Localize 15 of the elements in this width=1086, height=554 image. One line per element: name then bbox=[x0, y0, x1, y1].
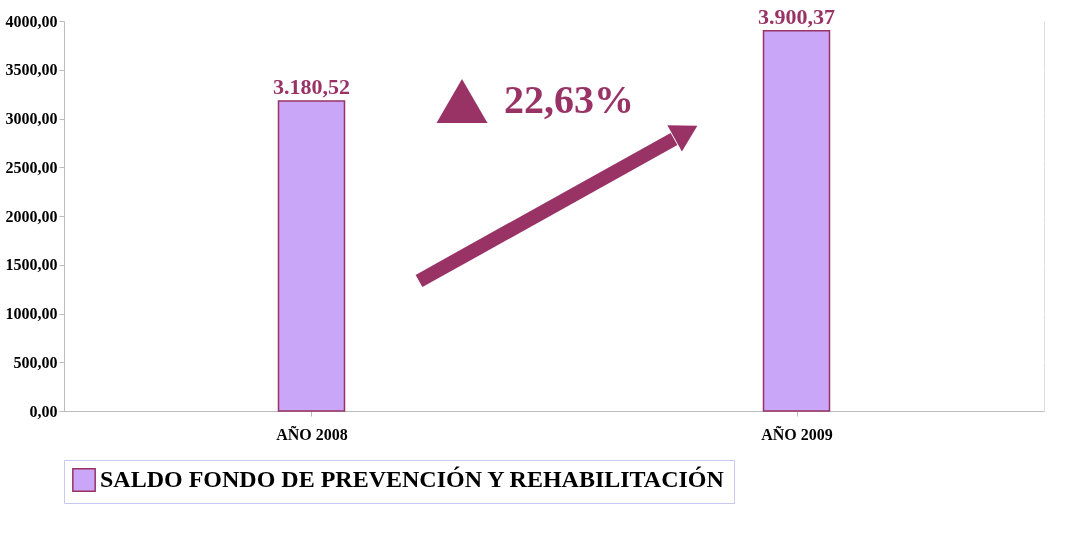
y-tick-label: 2500,00 bbox=[5, 158, 58, 176]
y-tick-label: 1500,00 bbox=[5, 256, 58, 274]
annotation: 22,63% bbox=[504, 77, 634, 122]
legend-label: SALDO FONDO DE PREVENCIÓN Y REHABILITACIÓN bbox=[100, 466, 725, 492]
data-label: 3.900,37 bbox=[758, 3, 835, 29]
x-tick-label: AÑO 2009 bbox=[761, 424, 833, 443]
y-tick-label: 500,00 bbox=[13, 353, 58, 371]
data-label: 3.180,52 bbox=[273, 73, 350, 99]
y-tick-label: 3500,00 bbox=[5, 61, 58, 79]
y-tick-label: 4000,00 bbox=[5, 12, 58, 30]
y-tick-label: 1000,00 bbox=[5, 305, 58, 322]
y-tick-label: 2000,00 bbox=[5, 207, 58, 225]
y-tick-label: 3000,00 bbox=[5, 110, 58, 127]
x-tick-label: AÑO 2008 bbox=[276, 424, 348, 443]
y-tick-label: 0,00 bbox=[29, 402, 58, 420]
